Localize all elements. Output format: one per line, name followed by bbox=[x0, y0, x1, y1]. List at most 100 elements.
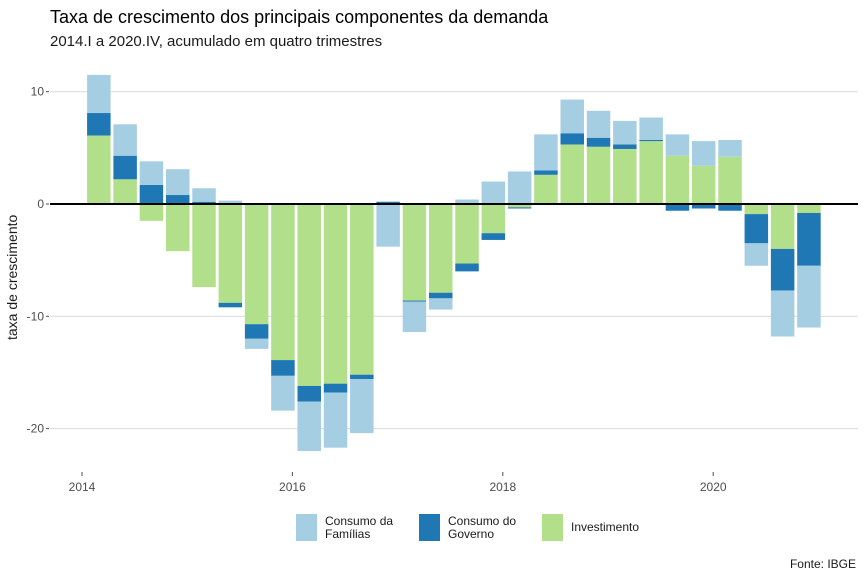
bar-segment-consumo-da-fam-lias bbox=[218, 200, 243, 204]
bar-segment-investimento bbox=[744, 204, 769, 215]
bar-segment-consumo-da-fam-lias bbox=[797, 265, 821, 328]
bar-segment-investimento bbox=[402, 204, 427, 301]
bar-segment-consumo-do-governo bbox=[87, 113, 111, 136]
bar-segment-consumo-do-governo bbox=[613, 144, 637, 149]
bar-segment-investimento bbox=[770, 204, 795, 249]
y-tick-label: -10 bbox=[27, 309, 45, 323]
bars bbox=[87, 74, 821, 452]
bar-segment-investimento bbox=[244, 204, 269, 325]
bar-segment-investimento bbox=[350, 204, 374, 375]
bar-segment-consumo-do-governo bbox=[586, 137, 611, 147]
bar-segment-investimento bbox=[113, 179, 137, 204]
bar-segment-consumo-do-governo bbox=[665, 204, 690, 211]
legend-label-familias: Consumo da Famílias bbox=[325, 513, 394, 541]
y-tick-label: 10 bbox=[31, 85, 45, 99]
bar-segment-investimento bbox=[560, 144, 584, 204]
bar-segment-consumo-do-governo bbox=[218, 302, 243, 308]
bar-segment-consumo-do-governo bbox=[402, 300, 427, 302]
bar-segment-consumo-da-fam-lias bbox=[718, 139, 742, 157]
bar-segment-investimento bbox=[639, 141, 663, 204]
bar-segment-investimento bbox=[165, 204, 190, 252]
legend-item-familias: Consumo da Famílias bbox=[296, 514, 407, 541]
bar-segment-consumo-da-fam-lias bbox=[770, 290, 795, 337]
bar-segment-investimento bbox=[586, 146, 611, 204]
legend: Consumo da Famílias Consumo do Governo I… bbox=[296, 514, 641, 541]
x-tick-label: 2020 bbox=[700, 480, 727, 494]
bar-segment-consumo-do-governo bbox=[297, 385, 321, 402]
plot-area: 10 0 -10 -20 2014 2016 2018 2020 bbox=[27, 74, 858, 494]
bar-segment-investimento bbox=[481, 204, 506, 234]
bar-segment-consumo-da-fam-lias bbox=[691, 141, 716, 166]
grid-lines bbox=[50, 91, 858, 430]
x-tick-label: 2018 bbox=[489, 480, 516, 494]
bar-segment-consumo-da-fam-lias bbox=[665, 134, 690, 156]
bar-segment-consumo-do-governo bbox=[534, 170, 558, 175]
x-tick-label: 2016 bbox=[279, 480, 306, 494]
legend-label-governo: Consumo do Governo bbox=[448, 513, 517, 541]
bar-segment-consumo-do-governo bbox=[323, 383, 348, 393]
bar-segment-consumo-da-fam-lias bbox=[402, 301, 427, 333]
bar-segment-investimento bbox=[323, 204, 348, 384]
bar-segment-investimento bbox=[192, 204, 216, 288]
bar-segment-consumo-da-fam-lias bbox=[455, 199, 479, 204]
bar-segment-consumo-do-governo bbox=[507, 207, 532, 209]
bar-segment-investimento bbox=[271, 204, 295, 361]
bar-segment-consumo-da-fam-lias bbox=[297, 401, 321, 452]
bar-segment-consumo-da-fam-lias bbox=[560, 99, 584, 134]
bar-segment-consumo-do-governo bbox=[165, 195, 190, 204]
chart-title: Taxa de crescimento dos principais compo… bbox=[50, 7, 549, 27]
bar-segment-consumo-da-fam-lias bbox=[192, 188, 216, 202]
bar-segment-consumo-da-fam-lias bbox=[139, 161, 164, 185]
legend-item-investimento: Investimento bbox=[542, 514, 639, 541]
bar-segment-consumo-do-governo bbox=[271, 360, 295, 376]
legend-label-investimento: Investimento bbox=[571, 520, 640, 534]
bar-segment-consumo-da-fam-lias bbox=[350, 379, 374, 434]
bar-segment-consumo-do-governo bbox=[718, 204, 742, 211]
bar-segment-consumo-da-fam-lias bbox=[271, 375, 295, 411]
chart-subtitle: 2014.I a 2020.IV, acumulado em quatro tr… bbox=[50, 33, 383, 50]
legend-swatch-investimento bbox=[542, 514, 563, 541]
bar-segment-investimento bbox=[534, 174, 558, 204]
bar-segment-investimento bbox=[665, 155, 690, 204]
bar-segment-investimento bbox=[613, 148, 637, 204]
bar-segment-consumo-da-fam-lias bbox=[428, 298, 453, 310]
y-tick-label: -20 bbox=[27, 422, 45, 436]
bar-segment-consumo-da-fam-lias bbox=[323, 392, 348, 448]
bar-segment-investimento bbox=[691, 165, 716, 204]
bar-segment-consumo-do-governo bbox=[744, 214, 769, 244]
bar-segment-consumo-do-governo bbox=[192, 201, 216, 204]
bar-segment-investimento bbox=[139, 204, 164, 221]
bar-segment-consumo-da-fam-lias bbox=[586, 110, 611, 138]
bar-segment-consumo-do-governo bbox=[113, 155, 137, 180]
bar-segment-investimento bbox=[297, 204, 321, 386]
bar-segment-consumo-do-governo bbox=[560, 133, 584, 145]
x-tick-label: 2014 bbox=[69, 480, 96, 494]
bar-segment-investimento bbox=[507, 204, 532, 208]
bar-segment-consumo-do-governo bbox=[244, 324, 269, 339]
bar-segment-investimento bbox=[455, 204, 479, 264]
bar-segment-consumo-da-fam-lias bbox=[639, 117, 663, 140]
bar-segment-consumo-do-governo bbox=[797, 212, 821, 266]
y-tick-label: 0 bbox=[37, 197, 44, 211]
bar-segment-consumo-da-fam-lias bbox=[507, 171, 532, 204]
bar-segment-consumo-do-governo bbox=[455, 263, 479, 272]
bar-segment-consumo-da-fam-lias bbox=[376, 204, 400, 247]
x-axis: 2014 2016 2018 2020 bbox=[69, 472, 727, 494]
bar-segment-consumo-da-fam-lias bbox=[165, 169, 190, 196]
bar-segment-investimento bbox=[218, 204, 243, 303]
bar-segment-consumo-da-fam-lias bbox=[744, 243, 769, 266]
bar-segment-consumo-do-governo bbox=[350, 374, 374, 380]
bar-segment-consumo-da-fam-lias bbox=[244, 338, 269, 349]
bar-segment-investimento bbox=[428, 204, 453, 293]
bar-segment-consumo-da-fam-lias bbox=[87, 74, 111, 114]
legend-swatch-governo bbox=[419, 514, 440, 541]
bar-segment-consumo-da-fam-lias bbox=[534, 134, 558, 171]
legend-swatch-familias bbox=[296, 514, 317, 541]
bar-segment-consumo-da-fam-lias bbox=[481, 181, 506, 204]
source-caption: Fonte: IBGE bbox=[789, 557, 856, 571]
bar-segment-consumo-do-governo bbox=[639, 139, 663, 142]
bar-segment-consumo-do-governo bbox=[691, 204, 716, 209]
bar-segment-consumo-do-governo bbox=[481, 233, 506, 240]
bar-segment-consumo-da-fam-lias bbox=[113, 124, 137, 156]
bar-segment-investimento bbox=[87, 135, 111, 204]
